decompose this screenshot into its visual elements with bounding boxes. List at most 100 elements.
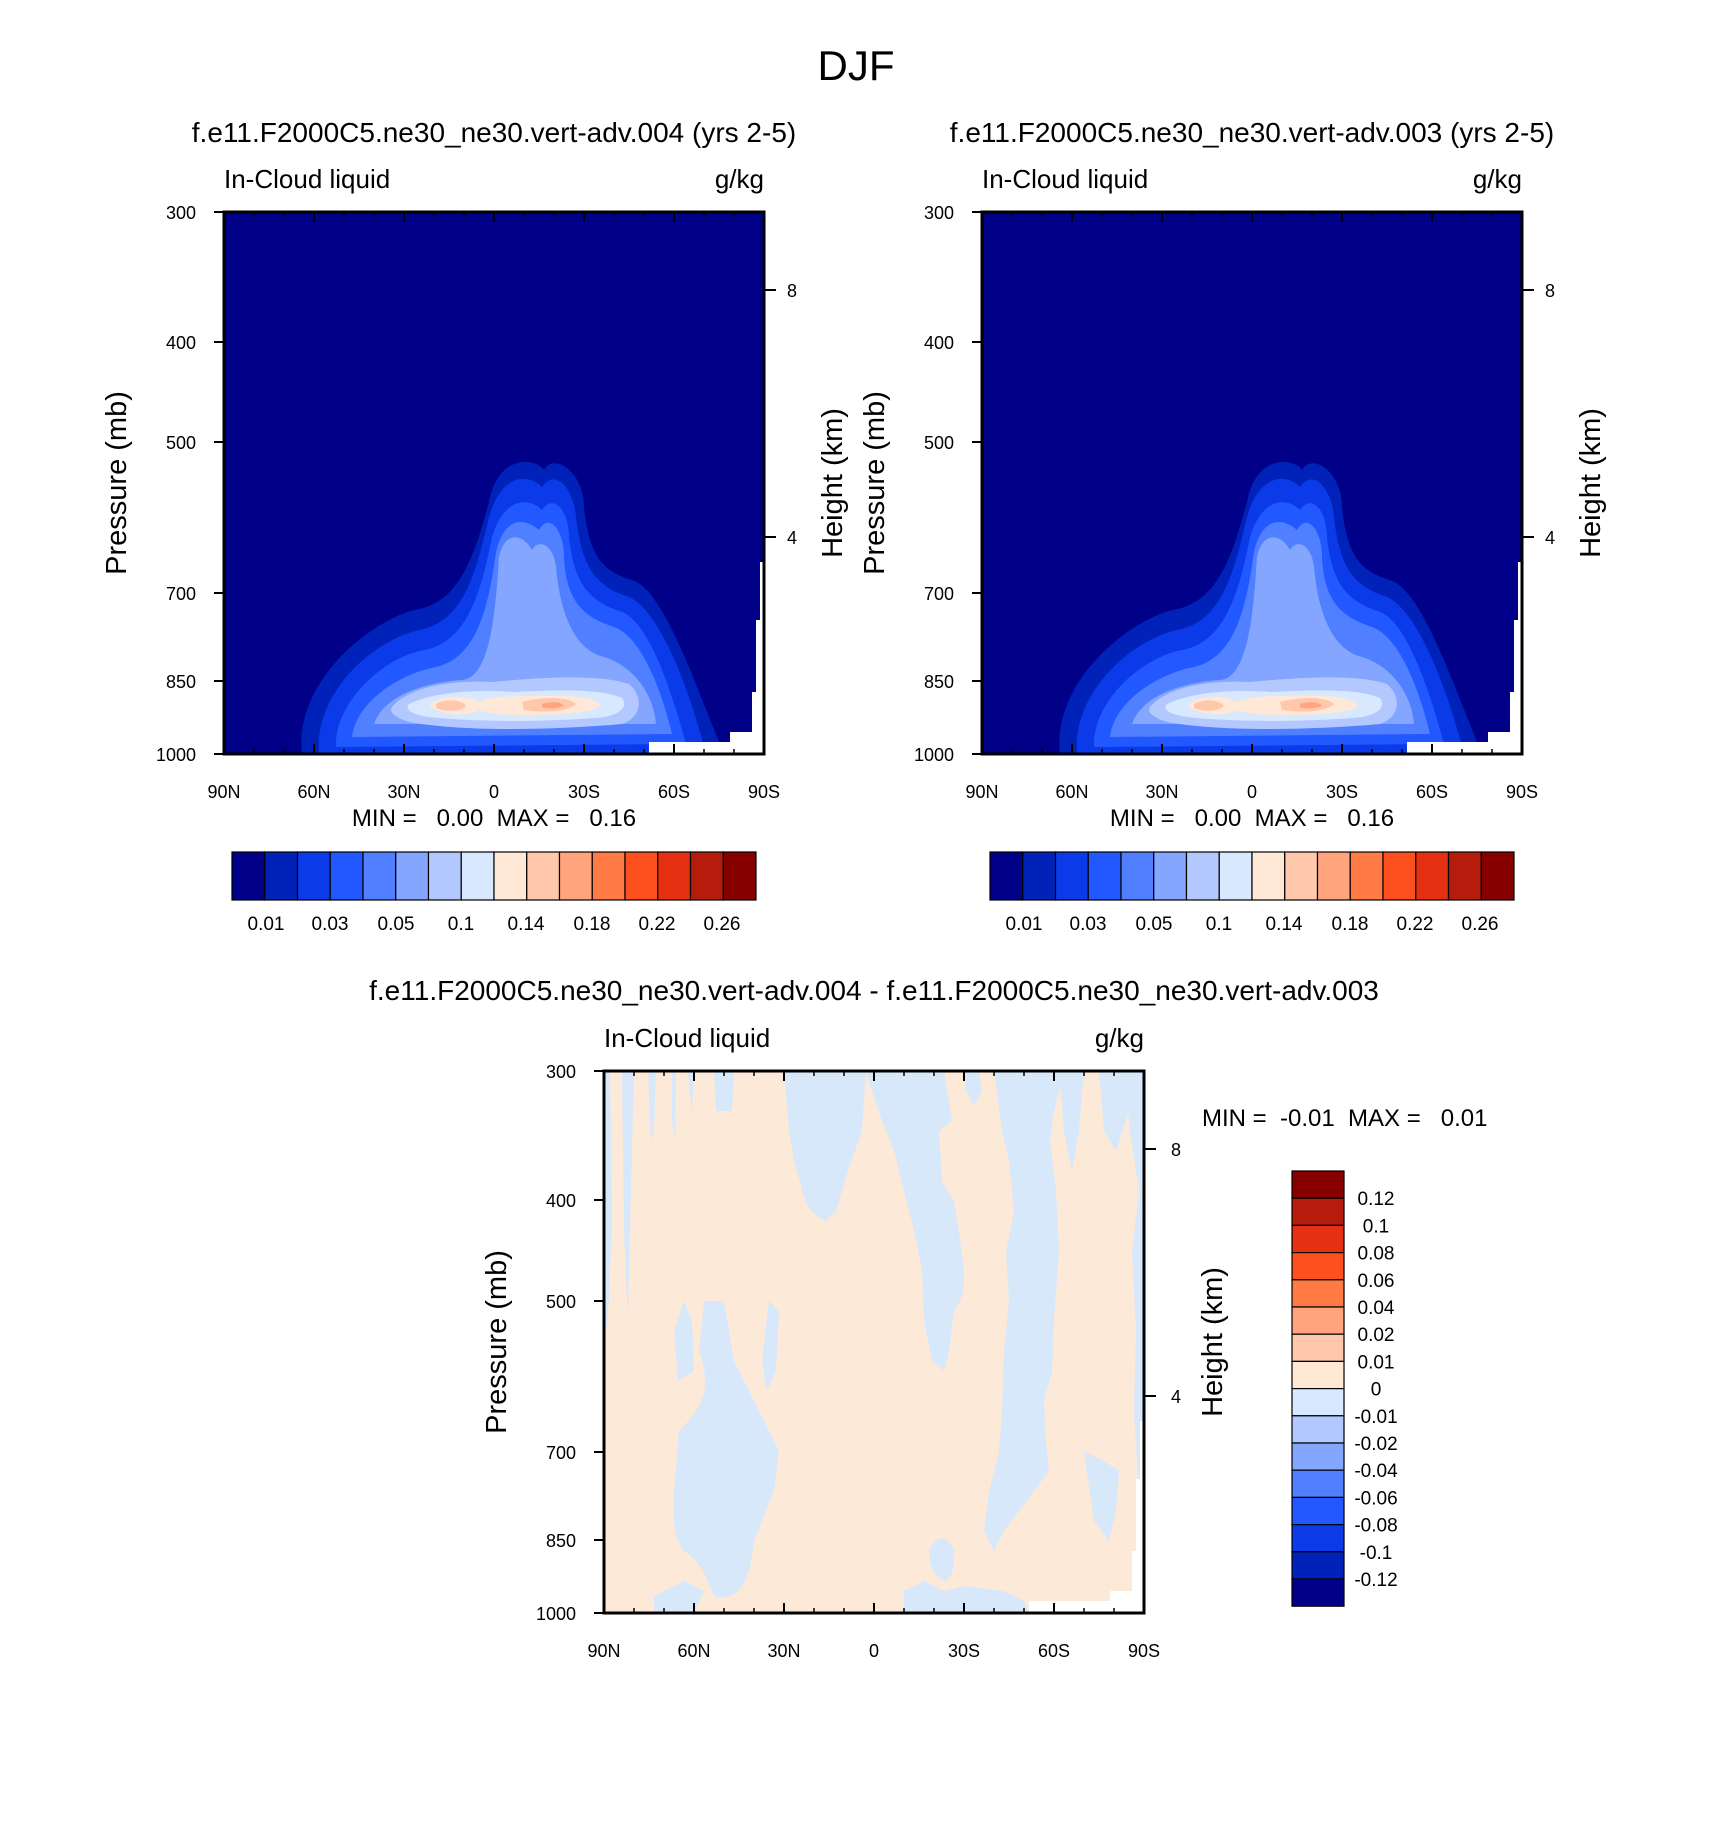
panel-a-colorbar-label: 0.1 bbox=[448, 914, 474, 935]
panel-a-right-tick-label: 8 bbox=[787, 281, 797, 301]
panel-b-colorbar-swatch bbox=[1316, 851, 1351, 901]
panel-a-colorbar-swatch bbox=[624, 851, 659, 901]
panel-c-negative-region bbox=[984, 1071, 1064, 1551]
panel-b-colorbar-swatch bbox=[1349, 851, 1384, 901]
panel-b-colorbar-swatches bbox=[989, 851, 1515, 901]
panel-c-colorbar-swatch bbox=[1291, 1279, 1345, 1308]
panel-c-colorbar-label: -0.02 bbox=[1354, 1434, 1397, 1455]
panel-c-negative-region bbox=[648, 1071, 656, 1141]
panel-b-x-tick-label: 30N bbox=[1145, 782, 1178, 802]
panel-b-colorbar-label: 0.26 bbox=[1462, 914, 1499, 935]
panel-b-colorbar: 0.01 0.03 0.05 0.1 0.14 0.18 0.22 0.26 bbox=[989, 851, 1515, 935]
panel-a-colorbar-swatch bbox=[427, 851, 462, 901]
panel-c-colorbar-labels: 0.12 0.1 0.08 0.06 0.04 0.02 0.01 0 -0.01 -0.02 -0… bbox=[1354, 1189, 1398, 1591]
panel-c-negative-region bbox=[931, 1211, 948, 1326]
panel-a-y-tick-label: 1000 bbox=[156, 745, 196, 765]
panel-a-colorbar-swatch bbox=[558, 851, 593, 901]
panel-c-negative-region bbox=[688, 1071, 694, 1116]
panel-c-negative-region bbox=[606, 1071, 612, 1331]
panel-c-min-max: MIN = -0.01 MAX = 0.01 bbox=[1202, 1105, 1487, 1132]
panel-a-contour-fields bbox=[224, 212, 764, 754]
panel-c-units-label: g/kg bbox=[1095, 1023, 1144, 1053]
panel-b-contour-plot: f.e11.F2000C5.ne30_ne30.vert-adv.003 (yr… bbox=[859, 117, 1607, 935]
panel-b-colorbar-swatch bbox=[1054, 851, 1089, 901]
panel-c-colorbar: 0.12 0.1 0.08 0.06 0.04 0.02 0.01 0 -0.01 -0.02 -0… bbox=[1291, 1170, 1398, 1607]
panel-c-difference-fields bbox=[604, 1071, 1144, 1613]
panel-c-colorbar-swatches bbox=[1291, 1170, 1345, 1607]
panel-c-negative-region bbox=[1124, 1071, 1144, 1501]
panel-c-colorbar-swatch bbox=[1291, 1524, 1345, 1553]
panel-b-colorbar-label: 0.18 bbox=[1332, 914, 1369, 935]
panel-b-colorbar-swatch bbox=[1153, 851, 1188, 901]
panel-b-axis-ticks bbox=[972, 211, 1534, 755]
panel-b-colorbar-swatch bbox=[989, 851, 1024, 901]
panel-a-colorbar-label: 0.05 bbox=[378, 914, 415, 935]
panel-a-colorbar-swatch bbox=[329, 851, 364, 901]
panel-c-negative-region bbox=[1059, 1071, 1084, 1171]
panel-c-colorbar-label: 0.12 bbox=[1358, 1189, 1395, 1210]
panel-b-colorbar-swatch bbox=[1415, 851, 1450, 901]
panel-a-colorbar-swatch bbox=[591, 851, 626, 901]
panel-a-colorbar-label: 0.22 bbox=[639, 914, 676, 935]
panel-b-title: f.e11.F2000C5.ne30_ne30.vert-adv.003 (yr… bbox=[950, 117, 1554, 148]
panel-a-colorbar-swatches bbox=[231, 851, 757, 901]
panel-a-colorbar: 0.01 0.03 0.05 0.1 0.14 0.18 0.22 0.26 bbox=[231, 851, 757, 935]
panel-a-y-tick-label: 400 bbox=[166, 333, 196, 353]
panel-a-x-tick-label: 60N bbox=[297, 782, 330, 802]
panel-b-x-tick-label: 0 bbox=[1247, 782, 1257, 802]
panel-c-colorbar-label: -0.12 bbox=[1354, 1570, 1397, 1591]
panel-b-colorbar-label: 0.01 bbox=[1006, 914, 1043, 935]
panel-a-colorbar-swatch bbox=[689, 851, 724, 901]
panel-c-x-tick-label: 0 bbox=[869, 1641, 879, 1661]
panel-c-x-tick-label: 90N bbox=[587, 1641, 620, 1661]
panel-b-contour-0.05 bbox=[1132, 537, 1414, 724]
panel-b-y-axis-title: Pressure (mb) bbox=[859, 391, 891, 575]
panel-b-variable-label: In-Cloud liquid bbox=[982, 164, 1148, 194]
panel-a-colorbar-swatch bbox=[722, 851, 757, 901]
panel-a-colorbar-swatch bbox=[526, 851, 561, 901]
panel-c-negative-region bbox=[622, 1071, 634, 1321]
panel-a-colorbar-label: 0.03 bbox=[312, 914, 349, 935]
panel-c-surface-mask bbox=[1029, 1421, 1144, 1613]
panel-a-minor-ticks bbox=[253, 212, 735, 754]
panel-c-difference-plot: f.e11.F2000C5.ne30_ne30.vert-adv.004 - f… bbox=[369, 975, 1487, 1661]
panel-b-colorbar-swatch bbox=[1480, 851, 1515, 901]
panel-b-x-tick-label: 30S bbox=[1326, 782, 1358, 802]
panel-a-y-tick-label: 500 bbox=[166, 433, 196, 453]
panel-b-min-max: MIN = 0.00 MAX = 0.16 bbox=[1110, 805, 1394, 832]
panel-b-colorbar-label: 0.03 bbox=[1070, 914, 1107, 935]
panel-b-colorbar-swatch bbox=[1185, 851, 1220, 901]
panel-b-right-axis-title: Height (km) bbox=[1575, 408, 1607, 558]
panel-a-y-tick-label: 300 bbox=[166, 203, 196, 223]
panel-c-colorbar-swatch bbox=[1291, 1251, 1345, 1281]
panel-a-colorbar-swatch bbox=[231, 851, 266, 901]
panel-c-x-tick-label: 60N bbox=[677, 1641, 710, 1661]
panel-a-contour-0.05 bbox=[374, 537, 656, 724]
panel-b-y-tick-label: 500 bbox=[924, 433, 954, 453]
panel-c-colorbar-label: 0.04 bbox=[1358, 1298, 1395, 1319]
panel-c-colorbar-label: -0.06 bbox=[1354, 1488, 1397, 1509]
panel-c-negative-region bbox=[904, 1581, 1029, 1613]
panel-a-colorbar-label: 0.26 bbox=[704, 914, 741, 935]
panel-c-colorbar-label: -0.01 bbox=[1354, 1407, 1397, 1428]
panel-a-colorbar-label: 0.18 bbox=[574, 914, 611, 935]
panel-c-colorbar-label: -0.08 bbox=[1354, 1516, 1397, 1537]
panel-c-y-tick-label: 850 bbox=[546, 1531, 576, 1551]
panel-b-colorbar-swatch bbox=[1447, 851, 1482, 901]
panel-c-colorbar-swatch bbox=[1291, 1578, 1345, 1607]
panel-c-colorbar-swatch bbox=[1291, 1333, 1345, 1362]
panel-a-x-tick-label: 30N bbox=[387, 782, 420, 802]
panel-c-negative-region bbox=[674, 1301, 694, 1381]
panel-b-units-label: g/kg bbox=[1473, 164, 1522, 194]
panel-b-colorbar-label: 0.1 bbox=[1206, 914, 1232, 935]
panel-c-minor-ticks bbox=[633, 1071, 1115, 1613]
panel-b-right-tick-label: 4 bbox=[1545, 528, 1555, 548]
panel-c-negative-region bbox=[1099, 1071, 1129, 1151]
panel-c-variable-label: In-Cloud liquid bbox=[604, 1023, 770, 1053]
panel-b-contour-max bbox=[1300, 702, 1322, 709]
panel-c-y-tick-label: 500 bbox=[546, 1292, 576, 1312]
panel-b-minor-ticks bbox=[1011, 212, 1493, 754]
panel-b-colorbar-label: 0.22 bbox=[1397, 914, 1434, 935]
panel-b-x-tick-label: 60N bbox=[1055, 782, 1088, 802]
